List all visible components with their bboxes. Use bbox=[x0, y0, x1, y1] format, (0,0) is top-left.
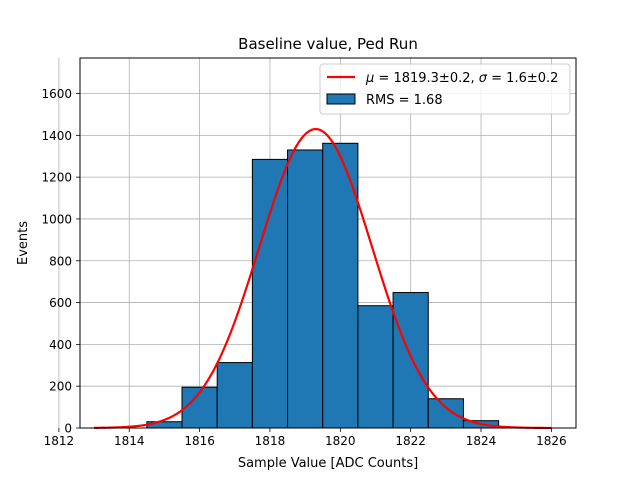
axes-frame bbox=[79, 57, 577, 429]
y-tick-label: 1400 bbox=[41, 129, 72, 143]
legend-histogram-swatch bbox=[326, 93, 356, 105]
x-tick-label: 1818 bbox=[255, 434, 286, 448]
y-tick-label: 1200 bbox=[41, 171, 72, 185]
histogram-bars bbox=[146, 142, 500, 429]
histogram-bar bbox=[322, 142, 359, 429]
legend: μ = 1819.3±0.2, σ = 1.6±0.2 RMS = 1.68 bbox=[319, 63, 571, 115]
x-tick-label: 1814 bbox=[114, 434, 145, 448]
y-tick-label: 1000 bbox=[41, 212, 72, 226]
legend-mu-symbol: μ bbox=[365, 71, 374, 86]
x-tick-label: 1812 bbox=[44, 434, 75, 448]
x-tick-label: 1826 bbox=[536, 434, 567, 448]
x-tick-label: 1822 bbox=[395, 434, 426, 448]
legend-sigma-symbol: σ bbox=[479, 71, 488, 86]
histogram-bar bbox=[392, 292, 429, 429]
histogram-bar bbox=[216, 362, 253, 429]
plot-area: 1812 1814 1816 1818 1820 1822 1824 1826 0 200 400 6… bbox=[41, 57, 577, 448]
legend-histogram-label: RMS = 1.68 bbox=[366, 93, 443, 108]
y-tick-label: 800 bbox=[49, 254, 72, 268]
legend-sigma-value: = 1.6±0.2 bbox=[487, 71, 558, 86]
x-tick-label: 1816 bbox=[184, 434, 215, 448]
y-tick-label: 1600 bbox=[41, 87, 72, 101]
y-tick-label: 0 bbox=[64, 422, 72, 436]
y-tick-label: 200 bbox=[49, 380, 72, 394]
histogram-bar bbox=[287, 149, 324, 429]
histogram-bar bbox=[251, 158, 289, 429]
legend-mu-value: = 1819.3±0.2, bbox=[374, 71, 478, 86]
legend-box bbox=[319, 63, 571, 115]
gaussian-fit-curve bbox=[94, 127, 552, 430]
y-tick-label: 600 bbox=[49, 296, 72, 310]
axis-ticks: 1812 1814 1816 1818 1820 1822 1824 1826 0 200 400 6… bbox=[41, 87, 566, 448]
histogram-bar bbox=[357, 305, 394, 429]
y-tick-label: 400 bbox=[49, 338, 72, 352]
y-axis-label: Events bbox=[16, 221, 31, 265]
chart-title: Baseline value, Ped Run bbox=[238, 35, 418, 53]
x-tick-label: 1824 bbox=[466, 434, 497, 448]
histogram-bar bbox=[427, 398, 464, 429]
legend-fit-label: μ = 1819.3±0.2, σ = 1.6±0.2 bbox=[365, 71, 558, 86]
x-tick-label: 1820 bbox=[325, 434, 356, 448]
x-axis-label: Sample Value [ADC Counts] bbox=[238, 456, 418, 471]
